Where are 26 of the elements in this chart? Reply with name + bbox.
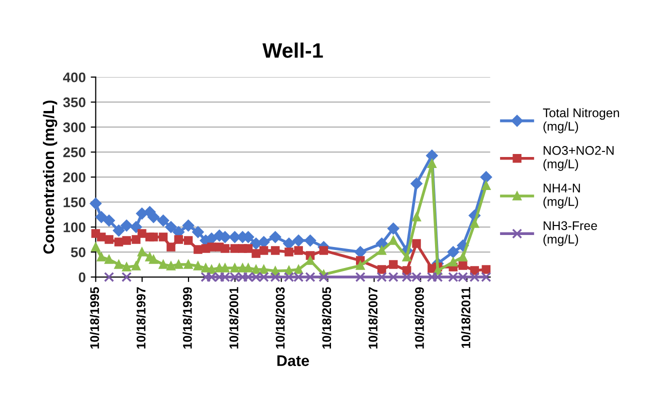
y-tick-label: 400 [63, 72, 86, 82]
x-tick-label: 10/18/1995 [90, 287, 100, 349]
y-tick-label: 150 [64, 197, 86, 208]
x-tick-label: 10/18/2003 [276, 287, 285, 349]
y-tick-label: 350 [63, 97, 86, 108]
x-tick-label: 10/18/2005 [322, 287, 332, 349]
x-tick-label: 10/18/2011 [461, 287, 470, 348]
x-tick-label: 10/18/1997 [136, 287, 146, 349]
legend-label: NH3-Free (mg/L) [543, 221, 598, 246]
x-tick-label: 10/18/1999 [182, 287, 192, 349]
legend-label: NH4-N (mg/L) [543, 184, 580, 208]
y-tick-label: 50 [70, 247, 86, 258]
y-tick-label: 300 [63, 122, 86, 132]
y-tick-label: 100 [64, 222, 86, 232]
y-tick-label: 0 [78, 272, 86, 282]
y-tick-label: 200 [63, 172, 86, 182]
y-tick-label: 250 [63, 147, 86, 158]
x-tick-label: 10/18/2007 [368, 287, 378, 349]
legend-label: NO3+NO2-N (mg/L) [543, 146, 614, 171]
point [426, 150, 438, 162]
legend-label: Total Nitrogen (mg/L) [542, 108, 620, 134]
x-axis-title: Date [277, 355, 309, 366]
y-axis-title: Concentration (mg/L) [42, 100, 58, 254]
x-tick-label: 10/18/2009 [414, 287, 424, 349]
x-tick-label: 10/18/2001 [229, 287, 238, 349]
chart-title: Well-1 [262, 42, 323, 58]
